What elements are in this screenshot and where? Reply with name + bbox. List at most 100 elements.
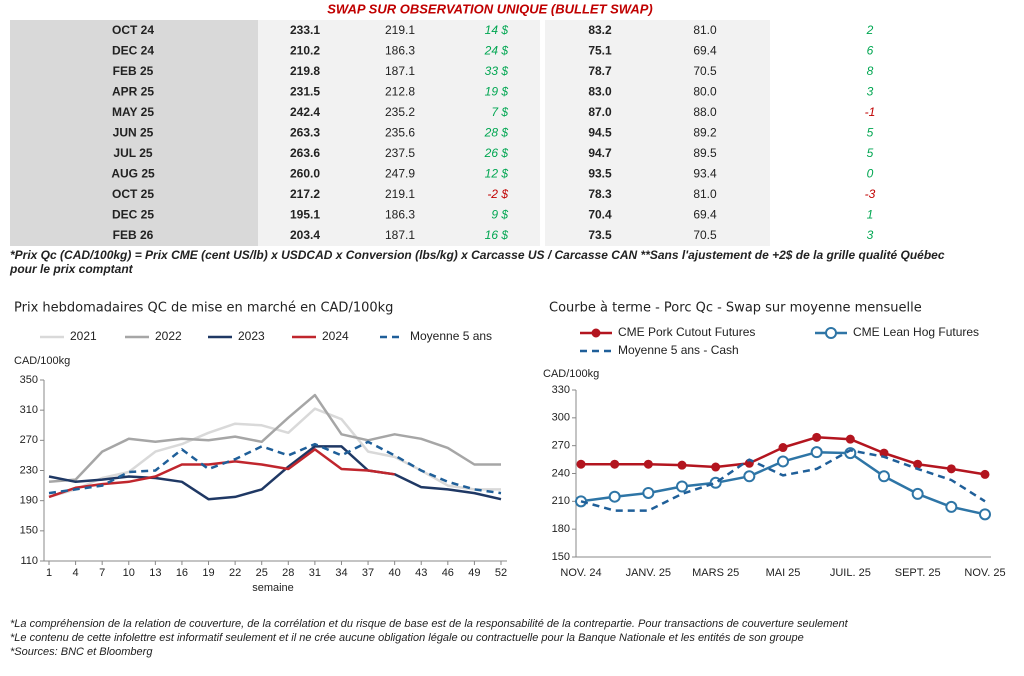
table-cell: 83.2 bbox=[588, 23, 612, 37]
series-line bbox=[580, 449, 986, 512]
y-tick-label: 210 bbox=[552, 495, 570, 507]
y-tick-label: 240 bbox=[552, 467, 570, 479]
series-marker bbox=[642, 486, 655, 499]
legend-label: Moyenne 5 ans bbox=[410, 329, 492, 343]
x-tick-label: 1 bbox=[46, 567, 52, 579]
series-marker bbox=[676, 480, 688, 493]
table-cell: JUN 25 bbox=[113, 126, 154, 140]
series-marker bbox=[979, 508, 991, 521]
series-marker bbox=[812, 432, 822, 442]
x-axis-label: semaine bbox=[252, 582, 294, 594]
table-title: SWAP SUR OBSERVATION UNIQUE (BULLET SWAP… bbox=[327, 1, 653, 16]
note: *Le contenu de cette infolettre est info… bbox=[10, 632, 804, 644]
y-tick-label: 150 bbox=[552, 551, 570, 563]
x-tick-label: 37 bbox=[362, 567, 374, 579]
note: *Sources: BNC et Bloomberg bbox=[10, 646, 153, 658]
table-cell: 26 $ bbox=[484, 146, 509, 160]
table-cell: 219.8 bbox=[290, 64, 320, 78]
table-cell: 70.5 bbox=[693, 228, 717, 242]
table-cell: 186.3 bbox=[385, 44, 415, 58]
table-cell: 219.1 bbox=[385, 187, 415, 201]
x-tick-label: MARS 25 bbox=[692, 567, 739, 579]
table-cell: 187.1 bbox=[385, 228, 415, 242]
table-cell: 7 $ bbox=[491, 105, 508, 119]
series-marker bbox=[610, 459, 620, 469]
table-cell: 94.5 bbox=[588, 126, 612, 140]
series-marker bbox=[878, 470, 890, 483]
table-cell: 242.4 bbox=[290, 105, 320, 119]
legend-label: CME Pork Cutout Futures bbox=[618, 325, 755, 339]
table-cell: 263.6 bbox=[290, 146, 320, 160]
table-cell: -2 $ bbox=[487, 187, 508, 201]
y-tick-label: 310 bbox=[20, 404, 38, 416]
x-tick-label: 28 bbox=[282, 567, 294, 579]
table-cell: 69.4 bbox=[693, 208, 717, 222]
chart-title: Courbe à terme - Porc Qc - Swap sur moye… bbox=[549, 301, 922, 316]
table-cell: -3 bbox=[865, 187, 876, 201]
table-cell: 19 $ bbox=[485, 85, 509, 99]
x-tick-label: 31 bbox=[309, 567, 321, 579]
chart-title: Prix hebdomadaires QC de mise en marché … bbox=[14, 301, 393, 316]
y-axis-label: CAD/100kg bbox=[543, 368, 599, 380]
table-cell: DEC 25 bbox=[112, 208, 154, 222]
x-tick-label: 10 bbox=[123, 567, 135, 579]
series-line bbox=[48, 448, 395, 499]
table-cell: 247.9 bbox=[385, 167, 415, 181]
series-marker bbox=[576, 459, 586, 469]
x-tick-label: 46 bbox=[442, 567, 454, 579]
table-cell: DEC 24 bbox=[112, 44, 154, 58]
table-cell: 73.5 bbox=[588, 228, 612, 242]
table-cell: 231.5 bbox=[290, 85, 320, 99]
table-cell: 219.1 bbox=[385, 23, 415, 37]
table-cell: 12 $ bbox=[485, 167, 509, 181]
series-marker bbox=[945, 500, 958, 513]
table-cell: 203.4 bbox=[290, 228, 320, 242]
table-cell: 195.1 bbox=[290, 208, 320, 222]
x-tick-label: 34 bbox=[335, 567, 347, 579]
table-cell: 80.0 bbox=[693, 85, 717, 99]
table-cell: 2 bbox=[866, 23, 874, 37]
series-marker bbox=[677, 460, 687, 470]
x-tick-label: NOV. 24 bbox=[560, 567, 601, 579]
table-cell: 186.3 bbox=[385, 208, 415, 222]
table-cell: 70.4 bbox=[588, 208, 612, 222]
y-tick-label: 180 bbox=[552, 523, 570, 535]
table-cell: 212.8 bbox=[385, 85, 415, 99]
table-cell: 235.2 bbox=[385, 105, 415, 119]
series-line bbox=[48, 393, 501, 484]
series-marker bbox=[810, 446, 823, 459]
series-marker bbox=[778, 443, 788, 453]
series-line bbox=[48, 445, 502, 501]
table-cell: OCT 24 bbox=[112, 23, 154, 37]
x-tick-label: SEPT. 25 bbox=[895, 567, 941, 579]
table-cell: 1 bbox=[867, 208, 874, 222]
series-marker bbox=[743, 470, 756, 483]
table-cell: 217.2 bbox=[290, 187, 320, 201]
y-tick-label: 330 bbox=[552, 384, 570, 396]
table-cell: MAY 25 bbox=[112, 105, 154, 119]
x-tick-label: 43 bbox=[415, 567, 427, 579]
table-cell: 6 bbox=[867, 44, 874, 58]
table-cell: 81.0 bbox=[693, 187, 717, 201]
table-cell: OCT 25 bbox=[112, 187, 154, 201]
y-tick-label: 300 bbox=[552, 412, 570, 424]
table-cell: 89.2 bbox=[693, 126, 717, 140]
table-cell: 93.4 bbox=[693, 167, 717, 181]
table-cell: FEB 25 bbox=[113, 64, 154, 78]
x-tick-label: 22 bbox=[229, 567, 241, 579]
table-cell: 24 $ bbox=[484, 44, 509, 58]
table-cell: 89.5 bbox=[693, 146, 717, 160]
series-marker bbox=[946, 464, 956, 474]
table-cell: 9 $ bbox=[491, 208, 508, 222]
x-tick-label: JANV. 25 bbox=[626, 567, 671, 579]
x-tick-label: 49 bbox=[468, 567, 480, 579]
table-cell: 0 bbox=[867, 167, 874, 181]
table-cell: AUG 25 bbox=[111, 167, 155, 181]
table-cell: 3 bbox=[867, 228, 874, 242]
table-cell: 210.2 bbox=[290, 44, 320, 58]
table-cell: 70.5 bbox=[693, 64, 717, 78]
table-cell: 83.0 bbox=[588, 85, 612, 99]
footnote: pour le prix comptant bbox=[9, 262, 134, 276]
table-cell: APR 25 bbox=[112, 85, 154, 99]
